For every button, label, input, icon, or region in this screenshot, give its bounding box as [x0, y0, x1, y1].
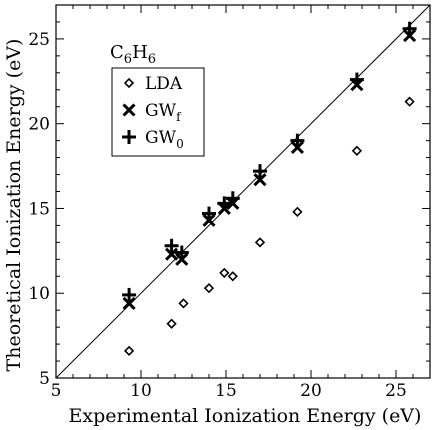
gw0-point	[174, 245, 189, 260]
y-tick-label: 5	[39, 369, 50, 389]
molecule-label-sub1: 6	[124, 52, 132, 67]
x-tick-label: 10	[130, 381, 152, 401]
legend-item-lda: LDA	[123, 74, 183, 94]
lda-point	[123, 345, 135, 357]
data-points	[122, 21, 417, 357]
legend-marker-lda	[123, 77, 135, 89]
lda-point	[292, 206, 303, 217]
x-tick-label: 15	[215, 381, 237, 401]
legend-label-lda: LDA	[145, 74, 183, 94]
diagonal-reference-line	[55, 4, 431, 379]
legend-item-gwf: GWf	[122, 101, 182, 124]
lda-point	[219, 267, 230, 279]
legend-marker-gw0	[122, 130, 136, 144]
x-axis-label: Experimental Ionization Energy (eV)	[69, 405, 422, 427]
y-axis-label: Theoretical Ionization Energy (eV)	[3, 39, 25, 372]
series-gw0	[122, 21, 417, 302]
y-tick-label: 15	[28, 199, 50, 219]
lda-point	[227, 271, 238, 282]
legend-label-gwf: GWf	[145, 101, 182, 124]
y-tick-label: 25	[28, 30, 50, 50]
legend-label-main: GW	[145, 101, 177, 121]
lda-point	[203, 283, 215, 294]
axis-ticks: 5 10 15 20 25 5 10 15 20 25	[28, 4, 431, 401]
y-tick-label: 10	[28, 284, 50, 304]
x-marker-stroke	[253, 173, 267, 187]
y-tick-label: 20	[28, 115, 50, 135]
diagonal-line	[55, 4, 431, 379]
legend-label-subscript: f	[176, 110, 182, 124]
lda-point	[166, 318, 177, 329]
gw0-point	[349, 72, 364, 87]
gwf-point	[122, 296, 136, 310]
legend-marker-gwf	[122, 103, 136, 117]
molecule-label-sub2: 6	[148, 52, 156, 67]
gw0-point	[225, 191, 240, 206]
legend-label-subscript: 0	[176, 137, 184, 151]
gw0-point	[202, 206, 216, 221]
molecule-label: C6H6	[110, 42, 156, 67]
gw0-point	[217, 196, 232, 211]
gwf-point	[165, 247, 179, 261]
x-tick-label: 5	[51, 381, 62, 401]
molecule-label-mid: H	[132, 42, 148, 63]
gwf-point	[253, 173, 267, 187]
x-marker-stroke	[122, 296, 136, 310]
legend-label-main: LDA	[145, 74, 183, 94]
gw0-point	[253, 164, 267, 179]
legend-item-gw0: GW0	[122, 128, 184, 151]
legend-label-main: GW	[145, 128, 177, 148]
gw0-point	[290, 133, 305, 148]
lda-point	[254, 237, 266, 248]
molecule-label-main: C	[110, 42, 124, 63]
lda-point	[404, 96, 415, 107]
series-lda	[123, 96, 415, 357]
gw0-point	[164, 238, 179, 253]
x-tick-label: 20	[300, 381, 322, 401]
lda-point	[178, 298, 189, 309]
x-marker-stroke	[165, 247, 179, 261]
gw0-point	[122, 287, 137, 302]
x-marker-stroke	[122, 103, 136, 117]
legend-label-gw0: GW0	[145, 128, 184, 151]
gw0-point	[402, 21, 417, 36]
lda-point	[351, 145, 363, 156]
x-tick-label: 25	[385, 381, 407, 401]
